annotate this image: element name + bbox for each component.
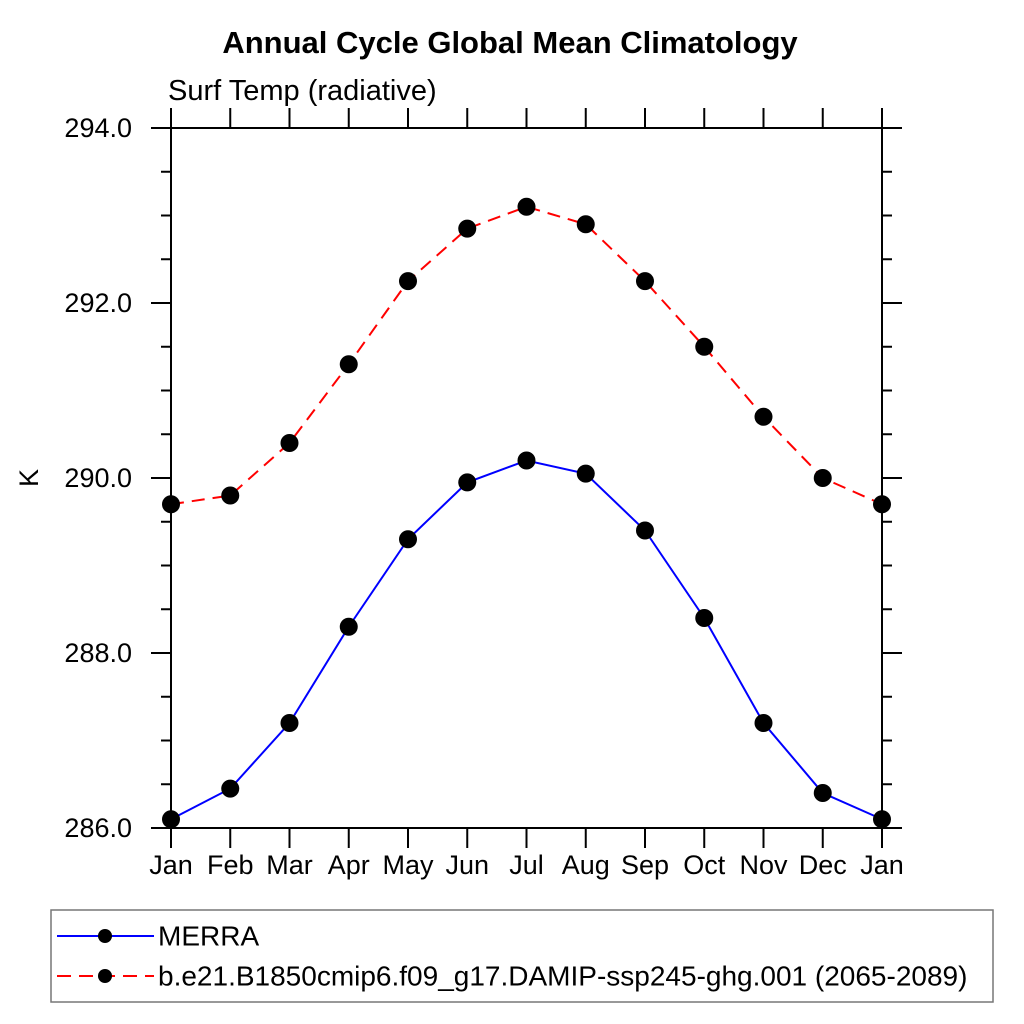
y-tick-label: 288.0: [64, 638, 132, 668]
legend-entry-merra: MERRA: [57, 921, 259, 952]
legend-label-model: b.e21.B1850cmip6.f09_g17.DAMIP-ssp245-gh…: [158, 961, 967, 992]
data-point: [339, 355, 358, 374]
data-point: [517, 451, 536, 470]
data-point: [280, 714, 299, 732]
y-tick-label: 294.0: [64, 113, 132, 143]
month-label: Apr: [328, 850, 370, 880]
legend: MERRA b.e21.B1850cmip6.f09_g17.DAMIP-ssp…: [50, 909, 994, 1003]
data-point: [221, 486, 240, 505]
data-point: [873, 810, 891, 829]
month-label: May: [382, 850, 434, 880]
legend-box: [50, 909, 994, 1003]
axes: 286.0 288.0 290.0 292.0 294.0 Jan Feb Mar Apr May…: [64, 108, 904, 880]
data-point: [162, 810, 180, 829]
data-point: [873, 495, 891, 514]
y-tick-label: 290.0: [64, 463, 132, 493]
data-point: [754, 714, 773, 732]
data-point: [221, 779, 240, 798]
month-label: Aug: [562, 850, 610, 880]
data-series: [162, 197, 891, 829]
data-point: [399, 530, 417, 549]
legend-marker-model: [98, 969, 112, 983]
y-axis-label: K: [14, 469, 44, 487]
y-tick-label: 292.0: [64, 288, 132, 318]
legend-label-merra: MERRA: [158, 921, 259, 952]
chart-title: Annual Cycle Global Mean Climatology: [222, 25, 798, 60]
data-point: [695, 609, 714, 627]
data-point: [162, 495, 180, 514]
data-point: [280, 434, 299, 452]
chart-subtitle: Surf Temp (radiative): [168, 75, 437, 107]
month-label: Sep: [621, 850, 669, 880]
data-point: [576, 215, 595, 234]
data-point: [813, 784, 832, 802]
month-label: Oct: [683, 850, 726, 880]
data-point: [636, 521, 654, 540]
data-point: [458, 219, 477, 238]
plot-frame: [170, 127, 883, 829]
data-point: [636, 272, 654, 291]
data-point: [813, 469, 832, 487]
data-point: [695, 337, 714, 356]
legend-marker-merra: [98, 929, 112, 943]
data-point: [576, 464, 595, 483]
month-label: Jan: [149, 850, 193, 880]
month-label: Nov: [739, 850, 788, 880]
merra-line: [170, 459, 883, 821]
month-label: Jun: [445, 850, 489, 880]
data-point: [399, 272, 417, 291]
data-point: [339, 617, 358, 636]
month-label: Jan: [860, 850, 904, 880]
month-label: Jul: [509, 850, 544, 880]
y-tick-label: 286.0: [64, 813, 132, 843]
data-point: [458, 473, 477, 492]
month-label: Dec: [799, 850, 847, 880]
month-label: Mar: [266, 850, 313, 880]
data-point: [517, 197, 536, 216]
data-point: [754, 407, 773, 426]
legend-entry-model: b.e21.B1850cmip6.f09_g17.DAMIP-ssp245-gh…: [57, 961, 967, 992]
month-label: Feb: [207, 850, 254, 880]
